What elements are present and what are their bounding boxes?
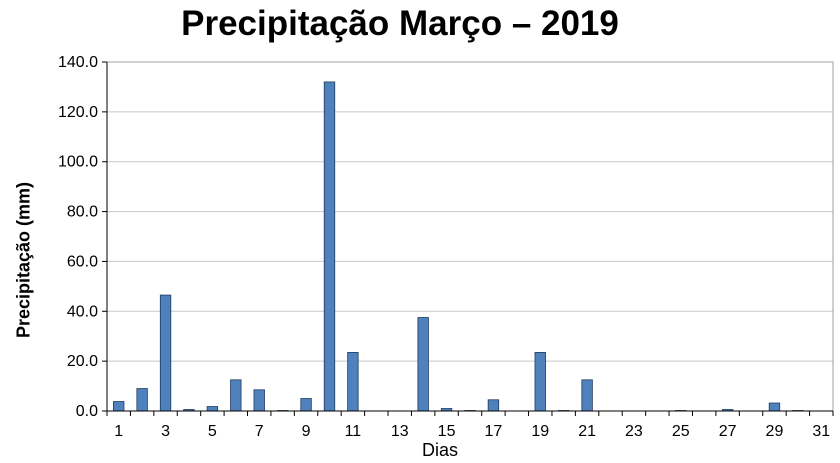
- bar-day-2: [136, 388, 148, 412]
- x-axis-label: Dias: [421, 440, 459, 460]
- bar-day-10: [323, 81, 336, 412]
- y-tick-label: 100.0: [58, 154, 98, 171]
- x-tick-label: 17: [485, 423, 503, 440]
- x-tick-label: 27: [719, 423, 737, 440]
- bar-day-14: [417, 317, 429, 412]
- x-tick-label: 23: [625, 423, 643, 440]
- chart-title: Precipitação Março – 2019: [181, 4, 619, 43]
- x-tick-label: 1: [114, 423, 123, 440]
- x-tick-label: 19: [531, 423, 549, 440]
- x-tick-label: 5: [208, 423, 217, 440]
- bar-day-29: [768, 402, 781, 412]
- y-tick-label: 60.0: [67, 253, 98, 270]
- x-tick-label: 13: [391, 423, 409, 440]
- x-tick-label: 21: [578, 423, 596, 440]
- x-tick-label: 7: [255, 423, 264, 440]
- y-tick-label: 140.0: [58, 54, 98, 71]
- x-tick-label: 29: [766, 423, 784, 440]
- bar-day-11: [347, 352, 359, 412]
- bar-day-6: [230, 379, 242, 412]
- bar-day-19: [534, 352, 546, 412]
- y-tick-label: 0.0: [76, 403, 98, 420]
- x-tick-label: 15: [438, 423, 456, 440]
- bar-day-1: [113, 401, 125, 412]
- x-tick-label: 11: [345, 423, 362, 440]
- plot-area: [106, 61, 834, 412]
- x-tick-label: 3: [161, 423, 170, 440]
- x-tick-label: 31: [812, 423, 830, 440]
- bar-day-21: [581, 379, 593, 412]
- bar-day-17: [487, 399, 500, 412]
- y-tick-label: 20.0: [67, 353, 98, 370]
- y-tick-label: 40.0: [67, 303, 98, 320]
- y-tick-label: 120.0: [58, 104, 98, 121]
- bar-day-5: [206, 406, 219, 412]
- y-tick-label: 80.0: [67, 204, 98, 221]
- x-tick-label: 9: [302, 423, 311, 440]
- bar-day-3: [159, 294, 172, 412]
- x-tick-label: 25: [672, 423, 690, 440]
- bar-day-7: [253, 389, 265, 412]
- bar-day-9: [300, 398, 312, 412]
